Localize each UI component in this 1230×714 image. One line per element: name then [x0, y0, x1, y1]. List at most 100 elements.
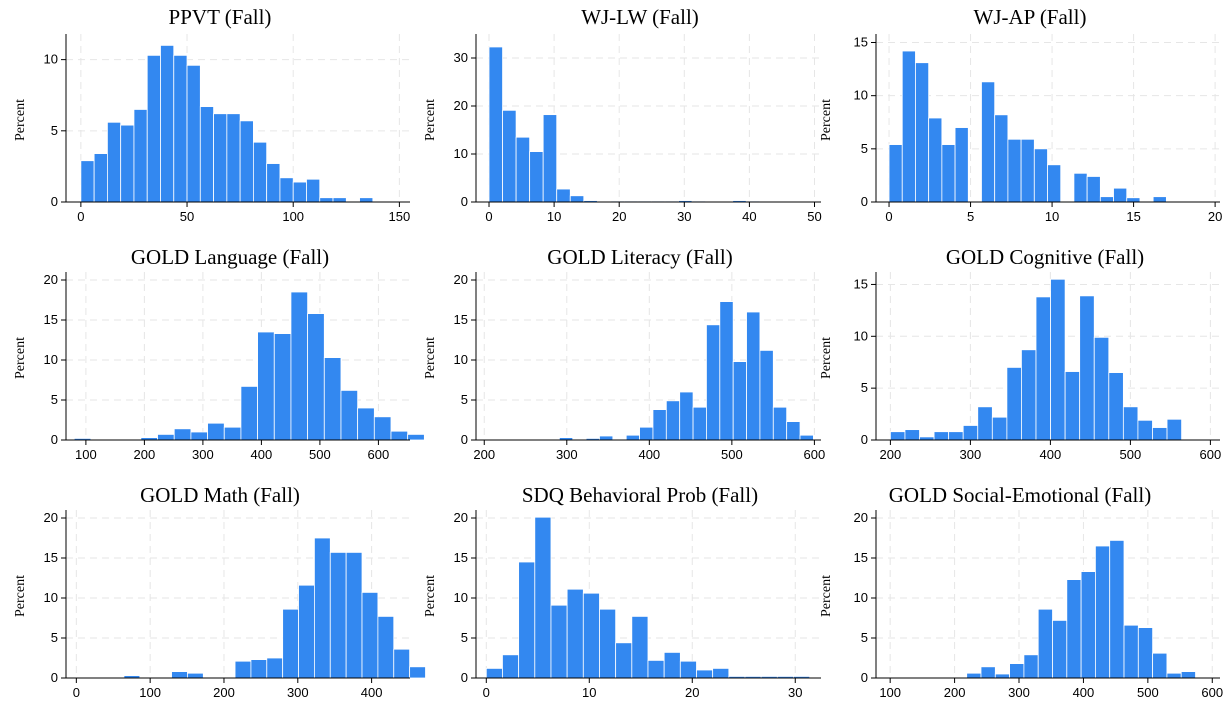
x-tick-label: 600 [1200, 447, 1222, 462]
x-tick-label: 10 [582, 685, 596, 700]
histogram-bar [787, 422, 800, 440]
y-tick-label: 5 [51, 123, 58, 138]
histogram-bar [1080, 296, 1095, 440]
x-tick-label: 100 [139, 685, 161, 700]
histogram-bar [934, 432, 949, 440]
x-tick-label: 400 [1040, 447, 1062, 462]
x-tick-label: 400 [361, 685, 383, 700]
histogram-bar [693, 407, 706, 440]
x-tick-label: 15 [1126, 209, 1140, 224]
histogram-bar [1167, 673, 1181, 678]
chart-title: PPVT (Fall) [169, 5, 272, 29]
histogram-bar [503, 110, 517, 202]
histogram-bar [1124, 625, 1138, 678]
histogram-bar [1087, 176, 1100, 202]
x-tick-label: 600 [368, 447, 390, 462]
x-tick-label: 5 [967, 209, 974, 224]
histogram-bar [360, 198, 373, 202]
histogram-bar [378, 616, 394, 678]
histogram-bar [291, 292, 308, 440]
y-tick-label: 0 [461, 194, 468, 209]
histogram-bar [666, 401, 679, 440]
histogram-bar [967, 673, 981, 678]
x-tick-label: 300 [1008, 685, 1030, 700]
y-tick-label: 10 [44, 352, 58, 367]
chart-title: GOLD Literacy (Fall) [547, 245, 732, 269]
y-tick-label: 20 [44, 510, 58, 525]
histogram-bar [341, 390, 358, 440]
chart-title: GOLD Social-Emotional (Fall) [889, 483, 1151, 507]
y-tick-label: 20 [454, 98, 468, 113]
histogram-bar [358, 408, 375, 440]
histogram-bar [240, 121, 253, 202]
x-tick-label: 10 [547, 209, 561, 224]
histogram-bar [648, 660, 664, 678]
histogram-bar [200, 107, 213, 202]
x-tick-label: 40 [742, 209, 756, 224]
histogram-bar [158, 434, 175, 440]
histogram-bar [905, 430, 920, 440]
histogram-bar [530, 152, 544, 202]
histogram-bar [890, 432, 905, 440]
y-tick-label: 0 [861, 670, 868, 685]
histogram-bar [1114, 188, 1127, 202]
histogram-bar [160, 45, 173, 202]
y-tick-label: 20 [44, 272, 58, 287]
y-tick-label: 5 [51, 392, 58, 407]
histogram-bar [174, 429, 191, 440]
x-tick-label: 400 [1073, 685, 1095, 700]
x-tick-label: 400 [638, 447, 660, 462]
x-tick-label: 30 [788, 685, 802, 700]
x-tick-label: 500 [1137, 685, 1159, 700]
histogram-bar [394, 649, 410, 678]
histogram-bar [640, 427, 653, 440]
histogram-bar [1095, 546, 1109, 678]
histogram-bar [267, 164, 280, 202]
y-tick-label: 0 [461, 432, 468, 447]
x-tick-label: 400 [251, 447, 273, 462]
histogram-bar [224, 427, 241, 440]
histogram-bar [214, 114, 227, 202]
histogram-bar [599, 609, 615, 678]
histogram-bar [235, 661, 251, 678]
histogram-bar [489, 47, 503, 202]
histogram-bar [929, 118, 942, 202]
x-tick-label: 300 [960, 447, 982, 462]
x-tick-label: 100 [282, 209, 304, 224]
histogram-bar [107, 122, 120, 202]
histogram-bar [274, 334, 291, 440]
histogram-bar [543, 115, 557, 202]
y-axis-label: Percent [423, 575, 438, 617]
y-tick-label: 10 [454, 352, 468, 367]
histogram-bar [293, 182, 306, 202]
y-tick-label: 10 [44, 52, 58, 67]
histogram-bar [320, 198, 333, 202]
y-tick-label: 0 [461, 670, 468, 685]
histogram-bar [1051, 279, 1066, 440]
x-tick-label: 0 [77, 209, 84, 224]
y-tick-label: 15 [854, 276, 868, 291]
histogram-bar [258, 332, 275, 440]
histogram-bar [174, 55, 187, 202]
histogram-bar [978, 407, 993, 440]
chart-title: GOLD Math (Fall) [140, 483, 300, 507]
histogram-bar [1153, 653, 1167, 678]
x-tick-label: 500 [309, 447, 331, 462]
y-tick-label: 10 [454, 590, 468, 605]
histogram-bar [81, 161, 94, 202]
y-tick-label: 0 [861, 194, 868, 209]
histogram-bar [1065, 372, 1080, 440]
histogram-bar [1127, 198, 1140, 202]
histogram-bar [1167, 419, 1182, 440]
